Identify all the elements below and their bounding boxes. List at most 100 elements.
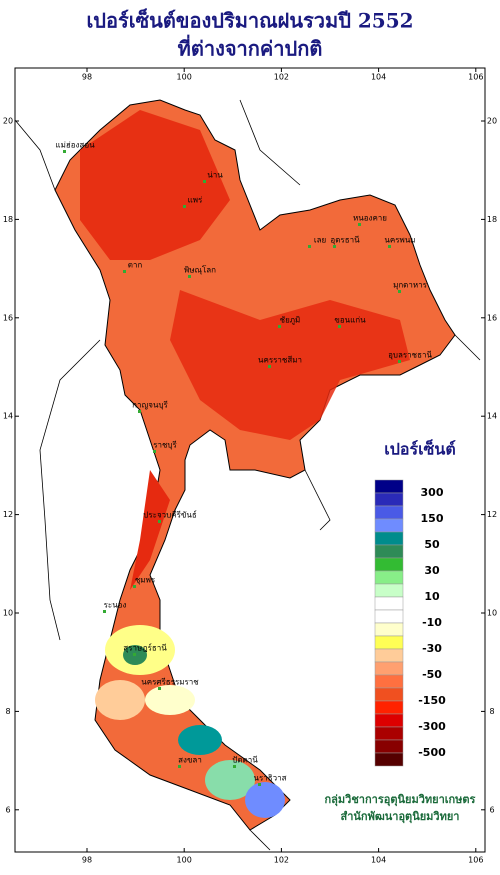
place-label: นครราชสีมา [258, 356, 302, 365]
legend-label: -500 [418, 746, 446, 759]
legend-title: เปอร์เซ็นต์ [384, 438, 455, 459]
lon-tick-label: 104 [371, 73, 386, 82]
lon-tick-label: 106 [468, 856, 483, 865]
lon-tick-label: 100 [177, 73, 192, 82]
station-dot [278, 325, 281, 328]
place-label: แพร่ [188, 196, 203, 205]
lat-tick-label: 18 [3, 215, 13, 224]
lat-tick-label: 12 [487, 510, 497, 519]
place-label: ตาก [128, 261, 143, 270]
legend-swatch [374, 674, 404, 689]
station-dot [103, 610, 106, 613]
station-dot [133, 653, 136, 656]
lat-tick-label: 20 [487, 117, 497, 126]
station-dot [188, 275, 191, 278]
lon-tick-label: 104 [371, 856, 386, 865]
legend-label: -150 [418, 694, 446, 707]
place-label: ชัยภูมิ [280, 316, 301, 326]
legend-swatch [374, 583, 404, 598]
legend-label: 150 [421, 512, 444, 525]
lon-tick-label: 106 [468, 73, 483, 82]
legend-swatch [374, 700, 404, 715]
place-label: กาญจนบุรี [132, 401, 168, 410]
legend-swatch [374, 479, 404, 494]
legend-swatch [374, 739, 404, 754]
place-label: ระนอง [104, 601, 127, 610]
place-label: ขอนแก่น [334, 316, 366, 325]
legend-label: 50 [424, 538, 440, 551]
lat-tick-label: 6 [5, 805, 10, 814]
lon-tick-label: 100 [177, 856, 192, 865]
lat-tick-label: 20 [3, 117, 13, 126]
station-dot [233, 765, 236, 768]
legend-label: -300 [418, 720, 446, 733]
lat-tick-label: 14 [487, 412, 497, 421]
legend-label: 30 [424, 564, 440, 577]
station-dot [133, 585, 136, 588]
place-label: อุดรธานี [330, 236, 360, 245]
place-label: อุบลราชธานี [388, 351, 432, 360]
credit: กลุ่มวิชาการอุตุนิยมวิทยาเกษตร [325, 793, 476, 807]
station-dot [398, 290, 401, 293]
lon-tick-label: 102 [274, 856, 289, 865]
legend-label: 300 [421, 486, 444, 499]
lat-tick-label: 10 [3, 609, 13, 618]
station-dot [333, 245, 336, 248]
legend-label: 10 [424, 590, 440, 603]
lon-tick-label: 98 [82, 73, 92, 82]
lat-tick-label: 14 [3, 412, 13, 421]
station-dot [183, 205, 186, 208]
lat-tick-label: 8 [489, 707, 494, 716]
place-label: มุกดาหาร [393, 281, 428, 290]
legend-swatch [374, 752, 404, 767]
lat-tick-label: 16 [3, 313, 13, 322]
lat-tick-label: 16 [487, 313, 497, 322]
place-label: พิษณุโลก [184, 265, 216, 275]
place-label: น่าน [207, 171, 223, 180]
station-dot [123, 270, 126, 273]
place-label: นครศรีธรรมราช [141, 678, 199, 687]
legend-swatch [374, 596, 404, 611]
station-dot [138, 410, 141, 413]
station-dot [158, 520, 161, 523]
place-label: สงขลา [178, 756, 202, 765]
station-dot [308, 245, 311, 248]
legend-swatch [374, 648, 404, 663]
legend-swatch [374, 492, 404, 507]
legend-swatch [374, 518, 404, 533]
legend-swatch [374, 557, 404, 572]
place-label: ราชบุรี [153, 441, 177, 450]
place-label: หนองคาย [353, 214, 387, 223]
legend-swatch [374, 609, 404, 624]
place-label: เลย [314, 236, 326, 245]
lon-tick-label: 98 [82, 856, 92, 865]
station-dot [388, 245, 391, 248]
place-label: ประจวบคีรีขันธ์ [143, 510, 197, 520]
legend-swatch [374, 531, 404, 546]
place-label: ชุมพร [135, 576, 156, 585]
station-dot [358, 223, 361, 226]
legend-swatch [374, 544, 404, 559]
place-label: สุราษฎร์ธานี [123, 643, 167, 653]
legend-swatch [374, 726, 404, 741]
legend-swatch [374, 570, 404, 585]
station-dot [338, 325, 341, 328]
station-dot [63, 150, 66, 153]
lat-tick-label: 10 [487, 609, 497, 618]
lat-tick-label: 12 [3, 510, 13, 519]
station-dot [268, 365, 271, 368]
legend-label: -50 [422, 668, 442, 681]
lon-tick-label: 102 [274, 73, 289, 82]
legend-swatch [374, 661, 404, 676]
lat-tick-label: 8 [5, 707, 10, 716]
legend-swatch [374, 505, 404, 520]
legend-swatch [374, 713, 404, 728]
station-dot [203, 180, 206, 183]
place-label: นราธิวาส [253, 774, 286, 783]
title: เปอร์เซ็นต์ของปริมาณฝนรวมปี 2552 [86, 8, 413, 33]
station-dot [258, 783, 261, 786]
rain-shading [80, 110, 410, 818]
credit: สำนักพัฒนาอุตุนิยมวิทยา [341, 810, 460, 824]
